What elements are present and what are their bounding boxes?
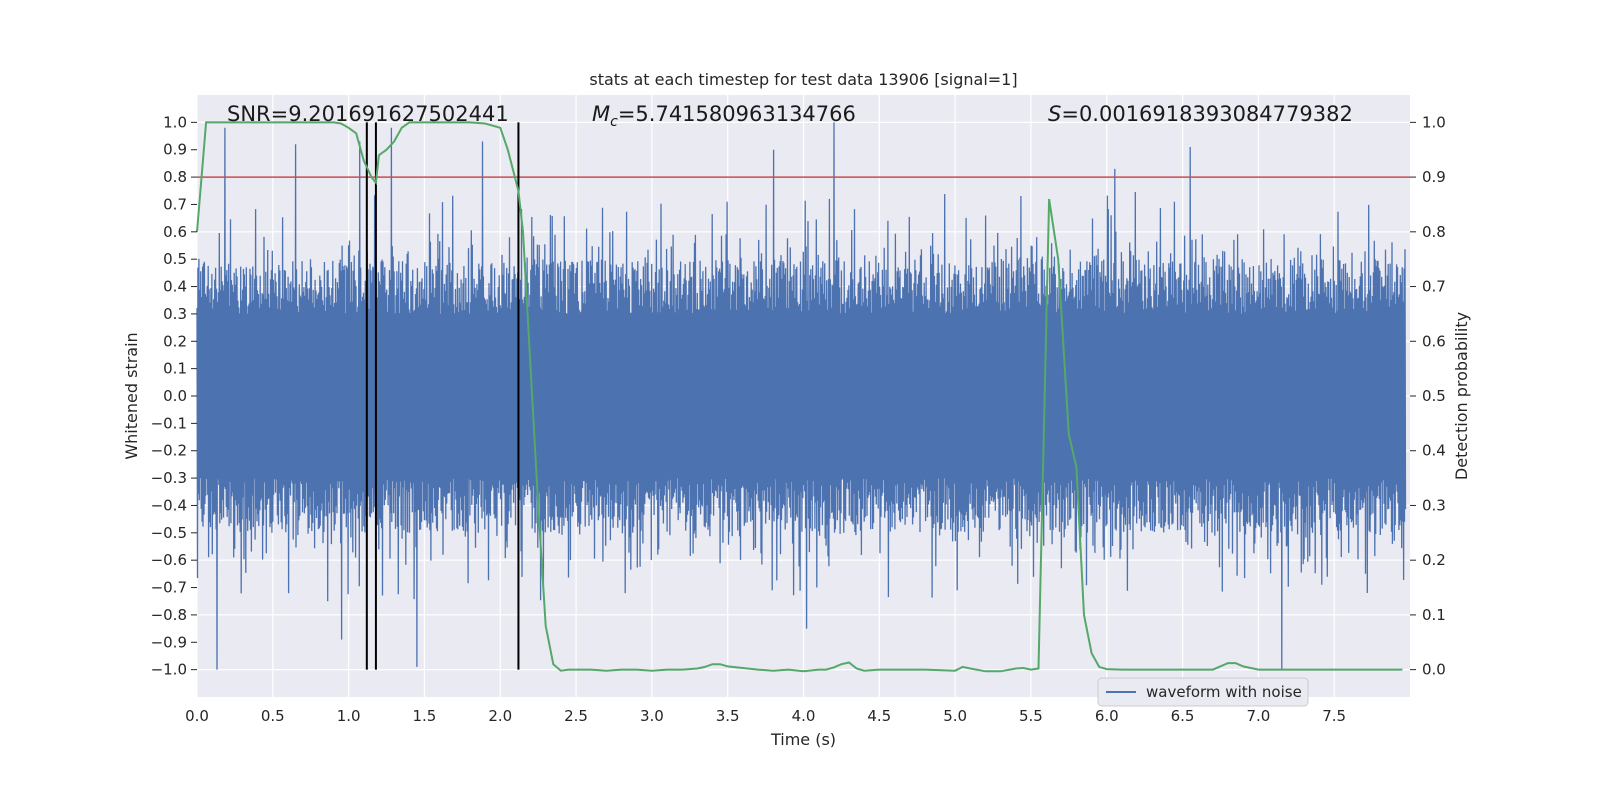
y-right-tick-label: 0.4 (1422, 442, 1446, 460)
y-left-tick-label: 0.2 (163, 332, 187, 350)
y-right-tick-label: 0.2 (1422, 551, 1446, 569)
x-tick-label: 5.5 (1019, 707, 1043, 725)
y-left-tick-label: 0.7 (163, 195, 187, 213)
y-axis-right-label: Detection probability (1452, 312, 1471, 480)
legend-box (1097, 677, 1309, 707)
y-right-tick-label: 0.3 (1422, 496, 1446, 514)
x-tick-label: 6.0 (1095, 707, 1119, 725)
x-tick-label: 7.5 (1322, 707, 1346, 725)
x-axis-label: Time (s) (770, 730, 836, 749)
y-right-tick-label: 1.0 (1422, 113, 1446, 131)
x-tick-label: 2.0 (488, 707, 512, 725)
x-tick-label: 5.0 (943, 707, 967, 725)
y-left-tick-label: −1.0 (151, 661, 187, 679)
legend: waveform with noise (1097, 677, 1309, 707)
x-tick-label: 3.0 (640, 707, 664, 725)
waveform-line (196, 122, 1407, 670)
x-tick-label: 0.5 (261, 707, 285, 725)
x-tick-label: 6.5 (1171, 707, 1195, 725)
y-left-tick-label: 0.4 (163, 278, 187, 296)
x-tick-label: 1.0 (337, 707, 361, 725)
x-tick-label: 1.5 (413, 707, 437, 725)
x-tick-label: 2.5 (564, 707, 588, 725)
x-tick-label: 0.0 (185, 707, 209, 725)
mc-value: =5.741580963134766 (618, 102, 856, 126)
y-left-tick-label: 1.0 (163, 113, 187, 131)
y-right-tick-label: 0.0 (1422, 661, 1446, 679)
y-axis-left-label: Whitened strain (122, 332, 141, 459)
chart-title: stats at each timestep for test data 139… (589, 70, 1017, 89)
ticks: 0.0 0.5 1.0 1.5 2.0 2.5 3.0 3.5 4.0 4.5 5.0 5.5 6.0 6… (151, 113, 1446, 725)
x-tick-label: 4.0 (792, 707, 816, 725)
y-left-tick-label: −0.2 (151, 442, 187, 460)
y-left-tick-label: −0.7 (151, 579, 187, 597)
y-right-tick-label: 0.7 (1422, 278, 1446, 296)
y-left-tick-label: −0.1 (151, 414, 187, 432)
y-left-tick-label: 0.8 (163, 168, 187, 186)
y-left-tick-label: −0.9 (151, 633, 187, 651)
y-left-tick-label: 0.3 (163, 305, 187, 323)
x-tick-label: 3.5 (716, 707, 740, 725)
y-left-tick-label: −0.8 (151, 606, 187, 624)
s-symbol: S (1048, 102, 1061, 126)
y-left-tick-label: 0.5 (163, 250, 187, 268)
detection-probability-line (196, 121, 1403, 673)
mc-subscript: c (610, 114, 618, 130)
y-right-tick-label: 0.9 (1422, 168, 1446, 186)
y-right-tick-label: 0.6 (1422, 332, 1446, 350)
y-right-tick-label: 0.5 (1422, 387, 1446, 405)
y-right-tick-label: 0.8 (1422, 223, 1446, 241)
y-right-tick-label: 0.1 (1422, 606, 1446, 624)
y-left-tick-label: 0.6 (163, 223, 187, 241)
legend-entry-waveform: waveform with noise (1146, 683, 1302, 701)
y-left-tick-label: 0.0 (163, 387, 187, 405)
waveform-series (196, 122, 1407, 670)
y-left-tick-label: −0.5 (151, 524, 187, 542)
s-value: =0.0016918393084779382 (1061, 102, 1353, 126)
chirp-mass-annotation: Mc=5.741580963134766 (592, 102, 856, 130)
s-annotation: S=0.0016918393084779382 (1048, 102, 1353, 126)
x-tick-label: 4.5 (867, 707, 891, 725)
mc-symbol: M (592, 102, 610, 126)
y-left-tick-label: −0.3 (151, 469, 187, 487)
y-left-tick-label: 0.9 (163, 141, 187, 159)
x-tick-label: 7.0 (1246, 707, 1270, 725)
snr-annotation: SNR=9.201691627502441 (227, 102, 509, 126)
y-left-tick-label: 0.1 (163, 360, 187, 378)
y-left-tick-label: −0.4 (151, 496, 187, 514)
y-left-tick-label: −0.6 (151, 551, 187, 569)
vertical-markers (365, 122, 520, 670)
